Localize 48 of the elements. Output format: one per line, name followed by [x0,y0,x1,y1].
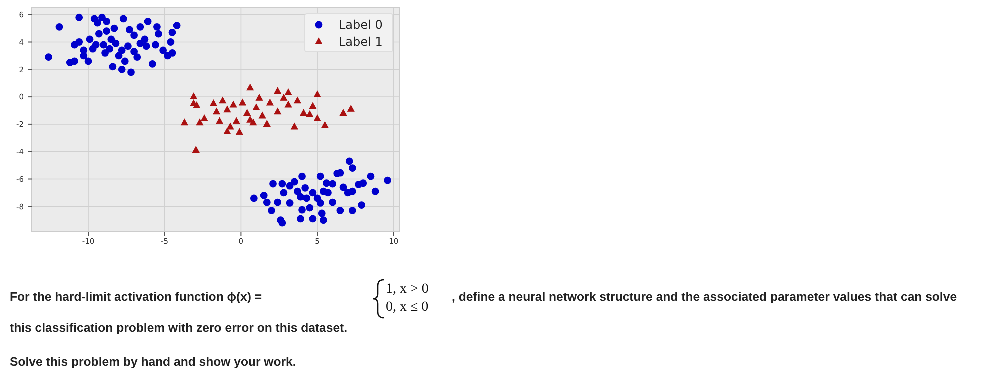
text: 1, x > 0 [386,282,429,297]
text: , define a neural network structure and the associated parameter values that can solve [452,290,958,304]
point [306,110,314,118]
point [264,120,271,127]
legend-label: Label 0 [339,18,383,32]
point [200,114,208,122]
point [210,100,218,106]
point [274,87,282,94]
point [348,105,355,112]
point [314,114,322,122]
point [219,97,226,104]
point [193,102,201,108]
point [291,123,298,130]
text: Solve this problem by hand and show your work. [10,355,296,369]
point [284,101,292,108]
point [256,94,264,101]
point [196,118,204,126]
text: this classification problem with zero error on this dataset. [10,321,348,335]
point [230,101,238,108]
point [246,84,254,91]
point [322,122,329,128]
point [309,102,317,110]
point [284,88,292,96]
point [224,128,232,134]
point [300,109,308,116]
point [239,99,246,106]
point [192,146,200,153]
text: 0, x ≤ 0 [386,300,429,315]
point [190,92,198,100]
legend-label: Label 1 [339,35,383,49]
point [233,118,240,124]
point [314,90,322,98]
point [252,104,260,111]
point [224,106,232,113]
point [181,118,188,126]
point [258,112,266,119]
point [213,108,220,115]
point [250,118,258,126]
point [280,94,288,101]
point [226,123,234,130]
point [244,109,251,116]
text: For the hard-limit activation function ϕ(x) = [10,290,262,304]
point [294,97,302,104]
point [266,99,274,106]
point [274,108,282,115]
point [216,118,224,124]
point [340,109,348,116]
point [236,128,244,136]
